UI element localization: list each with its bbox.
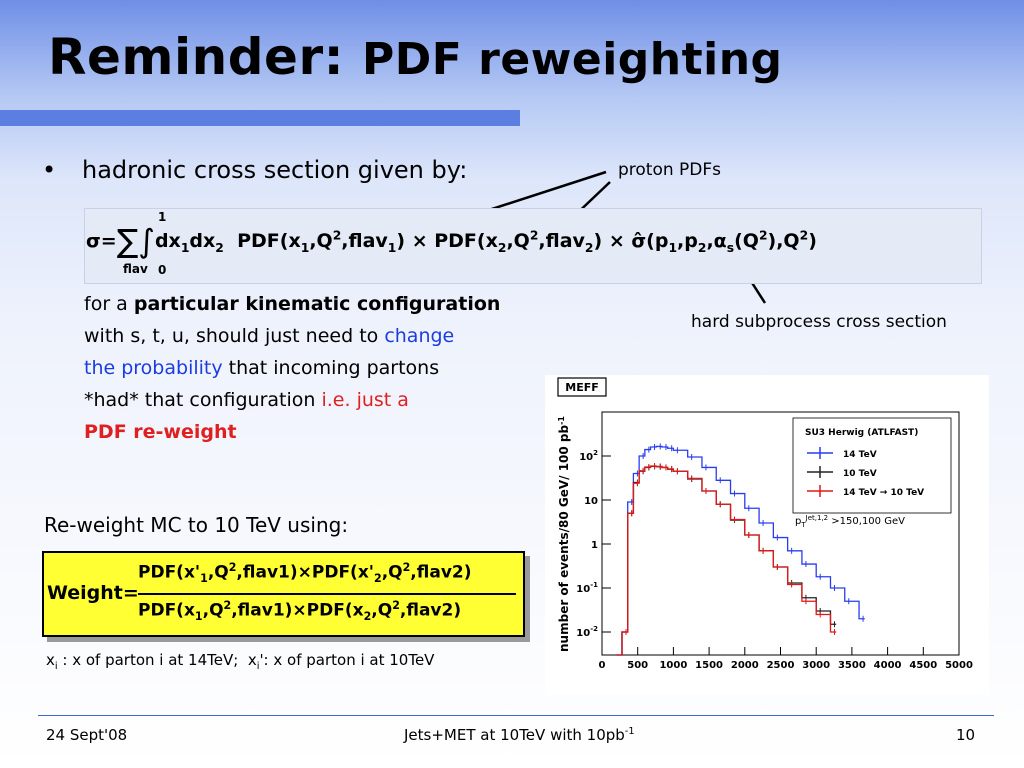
reweight-intro: Re-weight MC to 10 TeV using: <box>44 513 349 537</box>
y-tick-label: 1 <box>591 540 598 551</box>
legend-label: 10 TeV <box>843 469 877 479</box>
body-line4-red: i.e. just a <box>321 389 409 411</box>
chart-title-box <box>557 377 607 397</box>
title-part2: PDF reweighting <box>362 34 783 85</box>
y-tick-exponent: -1 <box>590 581 598 589</box>
body-line3: that incoming partons <box>222 357 440 379</box>
y-tick-label: 10-1 <box>576 581 598 595</box>
cross-section-formula: σ=∑∫dx1dx2 PDF(x1,Q2,flav1) × PDF(x2,Q2,… <box>86 222 817 260</box>
page-number: 10 <box>956 726 976 744</box>
integral-upper-limit: 1 <box>158 210 167 224</box>
slide-title: Reminder: PDF reweighting <box>48 28 783 86</box>
legend-entries: 14 TeV 10 TeV 14 TeV → 10 TeV <box>807 447 924 498</box>
chart-legend <box>792 417 952 514</box>
series-line <box>616 445 865 656</box>
title-part1: Reminder: <box>48 28 345 86</box>
weight-label: Weight= <box>47 582 139 604</box>
body-line2: with s, t, u, should just need to <box>84 325 385 347</box>
bullet-dot-icon: • <box>42 156 57 184</box>
footer-title: Jets+MET at 10TeV with 10pb-1 <box>404 726 635 744</box>
explanation-paragraph: for a particular kinematic configuration… <box>84 288 584 448</box>
chart-series <box>616 443 865 656</box>
x-tick-label: 3000 <box>802 660 830 671</box>
body-line2-blue: change <box>384 325 455 347</box>
y-tick-label: 10-2 <box>576 625 598 639</box>
y-tick-label: 102 <box>579 449 598 463</box>
legend-label: 14 TeV → 10 TeV <box>843 488 924 498</box>
x-tick-label: 4000 <box>874 660 902 671</box>
footer-divider <box>38 715 994 716</box>
weight-fraction-line <box>138 593 516 595</box>
x-tick-label: 1000 <box>659 660 687 671</box>
body-line1-bold: particular kinematic configuration <box>133 293 501 315</box>
footer-date: 24 Sept'08 <box>46 726 128 744</box>
x-tick-label: 4500 <box>909 660 937 671</box>
meff-chart-svg: MEFF number of events/80 GeV/ 100 pb-1 0… <box>557 377 973 671</box>
legend-title: SU3 Herwig (ATLFAST) <box>805 428 918 438</box>
weight-numerator: PDF(x'1,Q2,flav1)×PDF(x'2,Q2,flav2) <box>138 561 472 586</box>
bullet-text: hadronic cross section given by: <box>82 156 468 184</box>
y-tick-label: 10 <box>584 496 598 507</box>
body-line5-red: PDF re-weight <box>84 421 237 443</box>
bullet-point: • hadronic cross section given by: <box>42 156 467 184</box>
x-tick-label: 0 <box>599 660 606 671</box>
weight-denominator: PDF(x1,Q2,flav1)×PDF(x2,Q2,flav2) <box>138 599 462 624</box>
x-tick-label: 5000 <box>945 660 973 671</box>
annotation-hard-subprocess: hard subprocess cross section <box>691 312 947 332</box>
legend-label: 14 TeV <box>843 450 877 460</box>
variable-footnote: xi : x of parton i at 14TeV; xi': x of p… <box>46 651 435 672</box>
x-tick-label: 3500 <box>838 660 866 671</box>
chart-annotation: pTJet,1,2 >150,100 GeV <box>795 514 905 529</box>
integral-lower-limit: 0 <box>158 263 167 277</box>
x-tick-label: 500 <box>627 660 648 671</box>
x-tick-label: 1500 <box>695 660 723 671</box>
series-line <box>616 465 837 656</box>
title-underline-bar <box>0 110 520 126</box>
annotation-proton-pdfs: proton PDFs <box>618 160 722 180</box>
x-tick-label: 2000 <box>731 660 759 671</box>
x-tick-label: 2500 <box>767 660 795 671</box>
body-line4: *had* that configuration <box>84 389 322 411</box>
body-line1: for a <box>84 293 134 315</box>
y-tick-exponent: -2 <box>590 625 598 633</box>
chart-y-axis-label: number of events/80 GeV/ 100 pb-1 <box>557 416 571 652</box>
y-tick-exponent: 2 <box>593 449 598 457</box>
meff-chart: MEFF number of events/80 GeV/ 100 pb-1 0… <box>545 375 989 695</box>
sum-subscript: flav <box>123 262 148 276</box>
cross-section-formula-box <box>84 208 982 284</box>
chart-title: MEFF <box>565 381 599 394</box>
body-line3-blue: the probability <box>84 357 223 379</box>
